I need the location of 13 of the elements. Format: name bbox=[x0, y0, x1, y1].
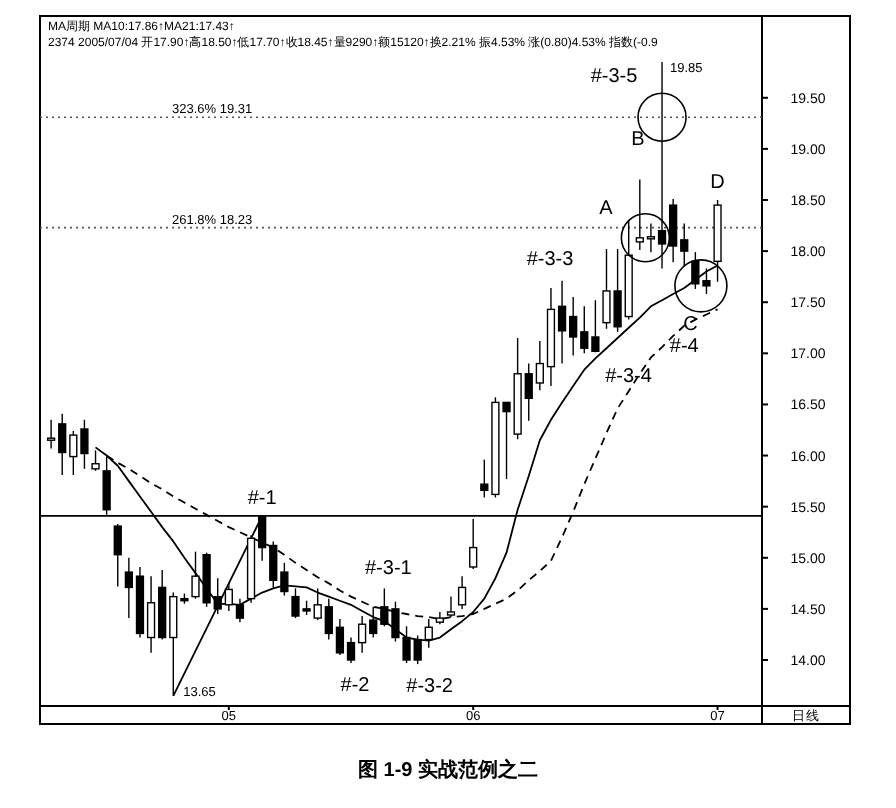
annotation: #-3-3 bbox=[526, 248, 575, 271]
annotation: B bbox=[631, 129, 646, 152]
annotation: #-3-4 bbox=[605, 366, 653, 389]
annotation: #-3-2 bbox=[406, 676, 454, 699]
annotation: #-4 bbox=[669, 335, 700, 358]
annotation: #-3-5 bbox=[590, 66, 639, 88]
annotation: A bbox=[599, 197, 614, 220]
annotation: #-3-1 bbox=[364, 558, 413, 581]
text: 图 1-9 实战范例之二 bbox=[357, 758, 539, 782]
annotation: #-1 bbox=[247, 487, 278, 510]
annotation: D bbox=[710, 172, 725, 194]
annotation: C bbox=[683, 313, 698, 336]
annotation: #-2 bbox=[340, 675, 371, 698]
